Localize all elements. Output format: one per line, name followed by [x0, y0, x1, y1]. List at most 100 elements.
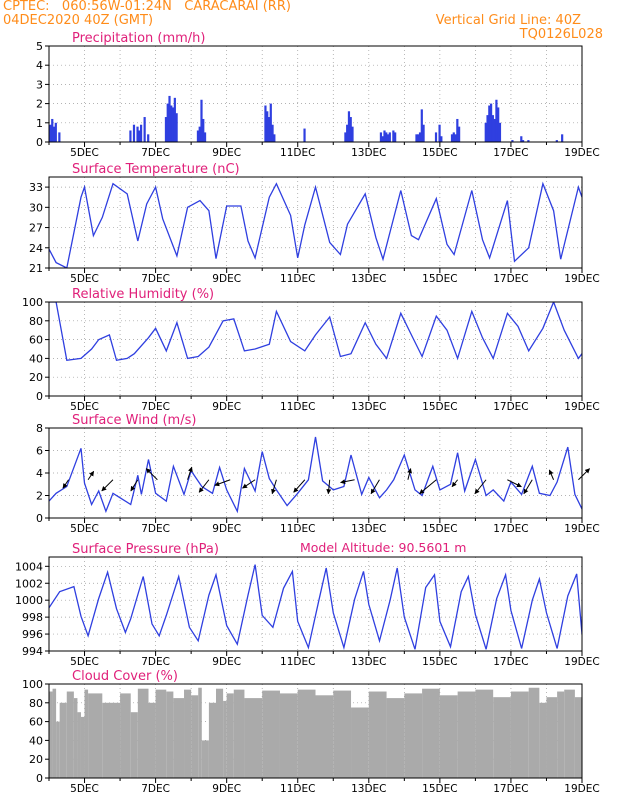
- precip-bar: [489, 103, 493, 142]
- rh-xtick-label: 17DEC: [493, 401, 528, 413]
- wind-arrow: [474, 479, 487, 495]
- precip-bar: [349, 117, 352, 142]
- cloud-area-bar: [198, 687, 202, 778]
- temp-ytick-label: 27: [29, 222, 43, 235]
- precip-bar: [51, 118, 54, 142]
- cloud-xtick-label: 17DEC: [493, 783, 528, 795]
- cloud-area-bar: [546, 697, 558, 778]
- precip-bar: [129, 130, 132, 142]
- temp-ytick-label: 30: [29, 201, 43, 214]
- cloud-xtick-label: 15DEC: [422, 783, 457, 795]
- cloud-area-bar: [102, 702, 121, 778]
- precip-bar: [351, 126, 354, 142]
- pres-ytick-label: 994: [22, 645, 43, 658]
- precip-bar: [269, 103, 272, 142]
- wind-ytick-label: 8: [36, 422, 43, 435]
- cloud-ytick-label: 80: [29, 697, 43, 710]
- cloud-area-bar: [66, 691, 74, 778]
- wind-arrow: [340, 479, 355, 485]
- temp-xtick-label: 7DEC: [141, 273, 170, 285]
- rh-ytick-label: 100: [22, 296, 43, 309]
- rh-title: Relative Humidity (%): [72, 287, 214, 302]
- precip-bar: [495, 99, 498, 142]
- cloud-area-bar: [137, 688, 149, 778]
- precip-bar: [136, 126, 139, 142]
- precip-bar: [434, 132, 438, 142]
- rh-ytick-label: 40: [29, 352, 43, 365]
- rh-ytick-label: 0: [36, 390, 43, 403]
- wind-arrow: [271, 479, 277, 495]
- rh-xtick-label: 15DEC: [422, 401, 457, 413]
- precip-bar: [385, 132, 388, 142]
- precip-bar: [454, 134, 457, 142]
- cloud-xtick-label: 11DEC: [280, 783, 315, 795]
- precip-panel: Precipitation (mm/h) 0 1 2 3 4 5 5DEC 7DEC 9DEC 11…: [36, 31, 600, 159]
- precip-bar: [417, 134, 420, 142]
- precip-bar: [273, 134, 276, 142]
- pres-ytick-label: 1004: [15, 560, 43, 573]
- cloud-xtick-label: 7DEC: [141, 783, 170, 795]
- pres-xtick-label: 19DEC: [564, 656, 599, 668]
- cloud-area-bar: [216, 688, 224, 778]
- cloud-area-bar: [297, 689, 316, 778]
- precip-bar: [344, 132, 347, 142]
- rh-ytick-label: 80: [29, 315, 43, 328]
- wind-ytick-label: 6: [36, 445, 43, 458]
- precip-bar: [171, 107, 175, 142]
- wind-xtick-label: 5DEC: [70, 523, 99, 535]
- temp-xtick-label: 15DEC: [422, 273, 457, 285]
- wind-arrow: [145, 468, 158, 481]
- wind-arrow: [242, 479, 256, 489]
- precip-ytick-label: 4: [36, 59, 43, 72]
- precip-bar: [52, 126, 56, 142]
- cloud-area-bar: [368, 691, 387, 778]
- precip-bar: [202, 118, 205, 142]
- precip-ytick-label: 5: [36, 40, 43, 53]
- precip-bar: [379, 132, 383, 142]
- cloud-frame: [48, 683, 583, 779]
- precip-bar: [271, 124, 274, 142]
- rh-xtick-label: 11DEC: [280, 401, 315, 413]
- pres-ytick-label: 1000: [15, 594, 43, 607]
- precip-bar: [203, 132, 207, 142]
- temp-ytick-label: 21: [29, 262, 43, 275]
- precip-bar: [132, 124, 136, 142]
- precip-xtick-label: 13DEC: [351, 147, 386, 159]
- precip-ytick-label: 0: [36, 136, 43, 149]
- precip-bar: [422, 124, 425, 142]
- pres-xtick-label: 11DEC: [280, 656, 315, 668]
- rh-series-line: [49, 302, 582, 362]
- precip-bar: [173, 97, 176, 142]
- rh-panel: Relative Humidity (%) 0 20 40 60 80 100 5DEC 7DE…: [22, 287, 600, 413]
- temp-series-line: [49, 181, 582, 268]
- cloud-area-bar: [73, 698, 78, 778]
- precip-bar: [486, 115, 489, 142]
- precip-bar: [383, 130, 386, 142]
- wind-arrow: [214, 479, 231, 487]
- wind-ytick-label: 0: [36, 512, 43, 525]
- cloud-area-bar: [574, 697, 582, 778]
- wind-xtick-label: 19DEC: [564, 523, 599, 535]
- precip-bar: [493, 118, 496, 142]
- precip-bar: [498, 122, 502, 142]
- cloud-title: Cloud Cover (%): [72, 669, 178, 684]
- precip-bar: [54, 122, 57, 142]
- pres-ytick-label: 998: [22, 611, 43, 624]
- rh-xtick-label: 9DEC: [212, 401, 241, 413]
- header-vertical-grid: Vertical Grid Line: 40Z: [435, 13, 581, 28]
- precip-bar: [521, 140, 525, 142]
- precip-bar: [497, 107, 500, 142]
- precip-bar: [394, 132, 397, 142]
- wind-panel: Surface Wind (m/s) 0 2 4 6 8 5DEC 7DEC 9DEC 11DEC…: [36, 413, 600, 535]
- precip-xtick-label: 5DEC: [70, 147, 99, 159]
- pres-xtick-label: 17DEC: [493, 656, 528, 668]
- precip-title: Precipitation (mm/h): [72, 31, 205, 46]
- precip-bar: [420, 109, 423, 142]
- precip-bar: [196, 130, 200, 142]
- pres-ytick-label: 1002: [15, 577, 43, 590]
- wind-xtick-label: 7DEC: [141, 523, 170, 535]
- cloud-area-bar: [223, 700, 227, 778]
- wind-frame: [48, 427, 583, 519]
- cloud-area-bar: [262, 690, 280, 778]
